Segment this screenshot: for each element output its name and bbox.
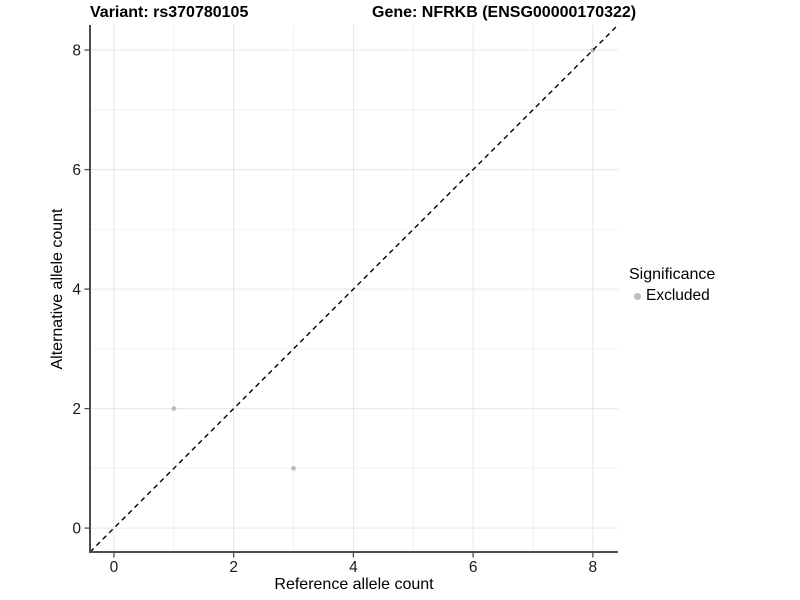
legend: Significance Excluded — [629, 266, 715, 305]
identity-line — [89, 24, 619, 553]
legend-item-label: Excluded — [646, 287, 710, 304]
y-tick-label: 4 — [72, 282, 81, 299]
legend-point-icon — [634, 292, 641, 300]
y-axis-label: Alternative allele count — [49, 208, 66, 370]
data-point — [171, 406, 177, 411]
y-tick-label: 6 — [72, 162, 81, 179]
x-axis-label: Reference allele count — [274, 576, 434, 593]
legend-title: Significance — [629, 266, 716, 283]
x-tick-label: 0 — [110, 559, 119, 576]
plot-title-gene: Gene: NFRKB (ENSG00000170322) — [372, 4, 637, 21]
y-tick-label: 8 — [72, 43, 81, 60]
y-tick-label: 2 — [72, 401, 81, 418]
x-tick-label: 8 — [589, 559, 598, 576]
x-tick-label: 4 — [349, 559, 358, 576]
y-tick-label: 0 — [72, 521, 81, 538]
x-tick-label: 6 — [469, 559, 478, 576]
legend-item-excluded: Excluded — [629, 287, 715, 305]
plot-title-variant: Variant: rs370780105 — [90, 4, 249, 21]
x-tick-label: 2 — [229, 559, 238, 576]
data-point — [291, 465, 296, 471]
